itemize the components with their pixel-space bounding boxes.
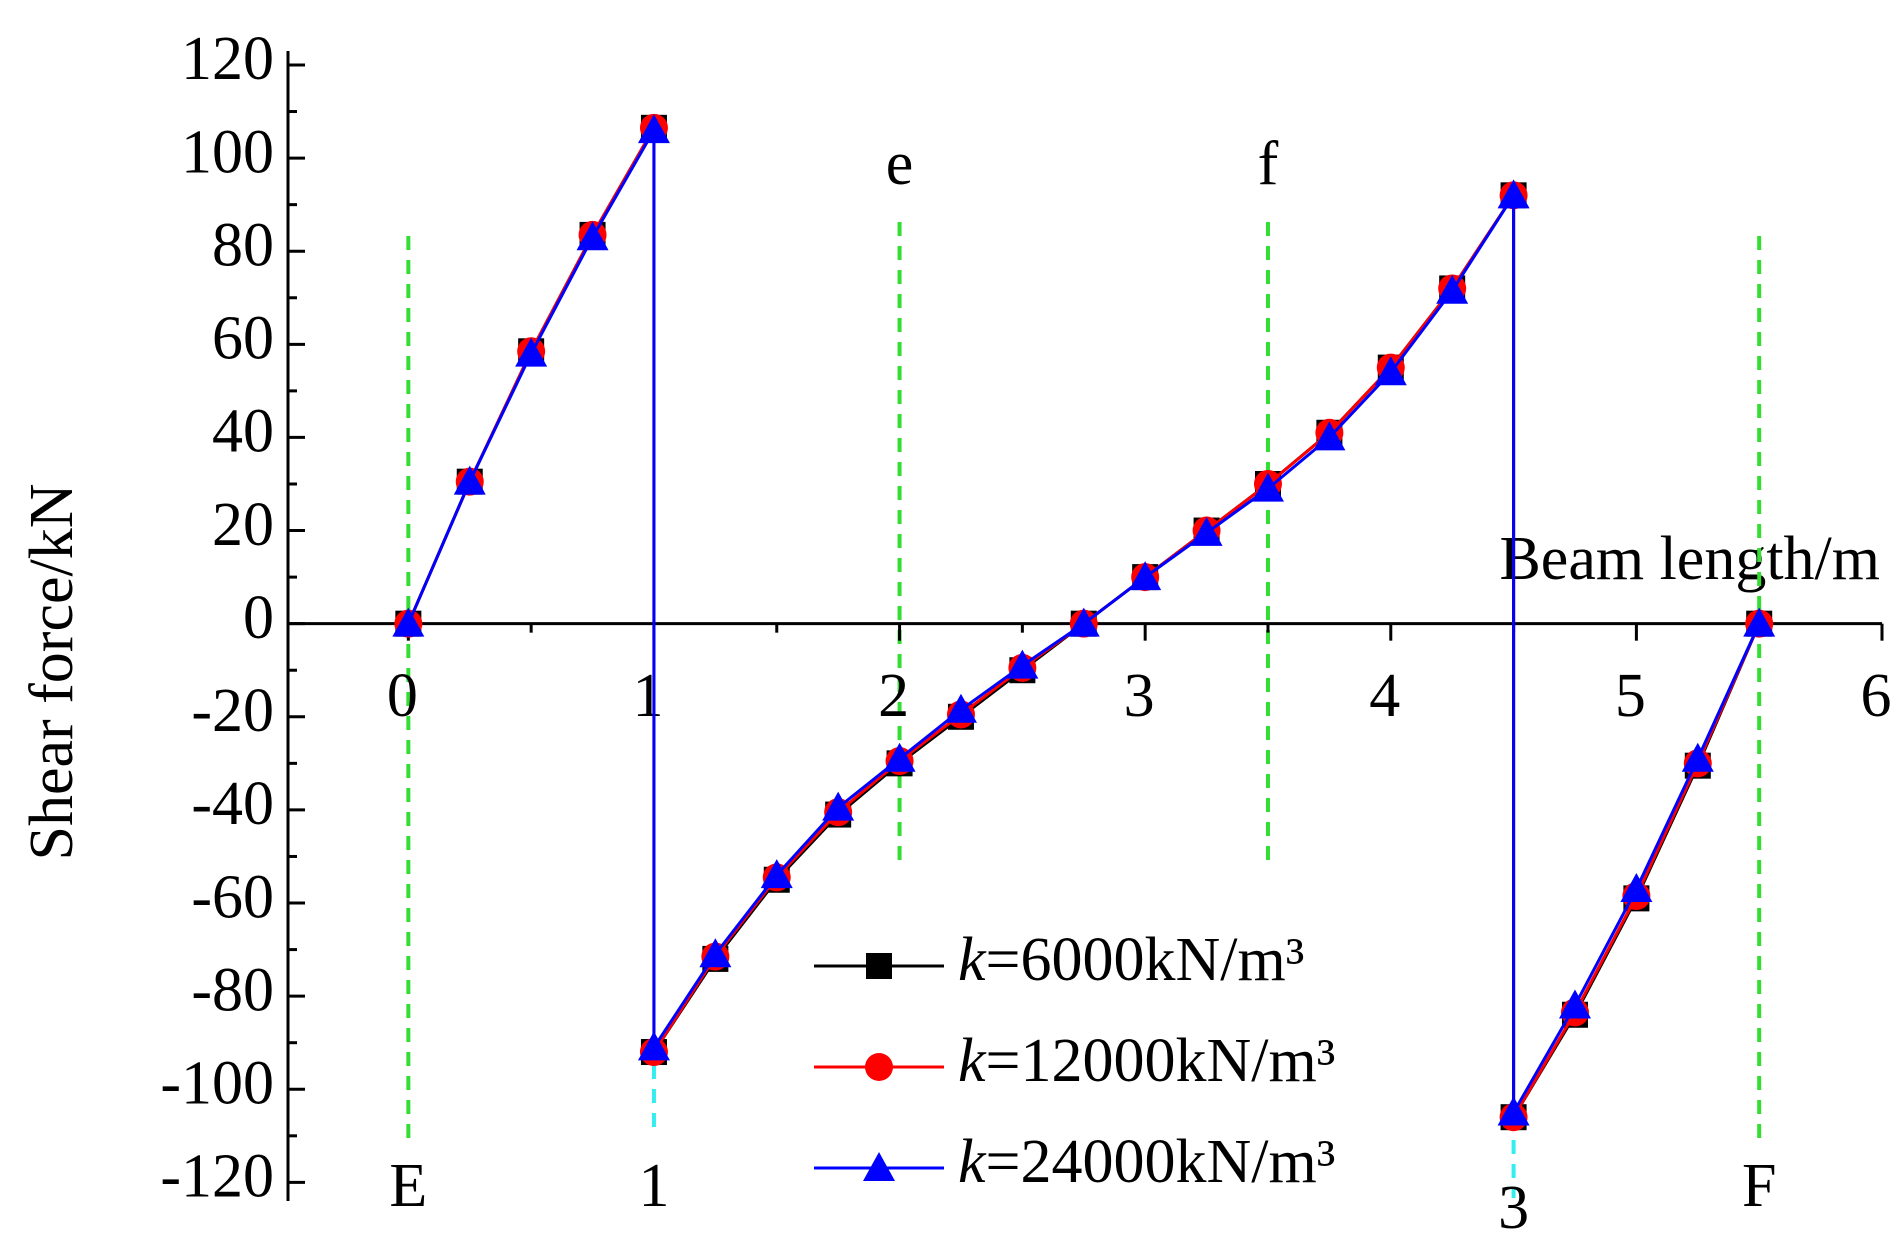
marker: [453, 465, 486, 495]
marker: [944, 693, 977, 723]
legend: k=6000kN/m³ k=12000kN/m³ k=24000kN/m³: [814, 926, 1335, 1196]
x-tick-label: 1: [632, 662, 663, 730]
y-tick-label: 120: [181, 25, 274, 93]
marker: [1190, 516, 1223, 546]
marker: [637, 1031, 670, 1061]
y-tick-label: 100: [181, 118, 274, 186]
y-tick-label: -20: [191, 677, 274, 745]
marker: [1006, 649, 1039, 679]
marker: [822, 791, 855, 821]
marker: [1251, 472, 1284, 502]
marker: [1620, 873, 1653, 903]
y-axis-label: Shear force/kN: [18, 484, 86, 861]
y-tick-label: 40: [212, 398, 274, 466]
y-tick-label: -60: [191, 863, 274, 931]
annotation-label: 1: [638, 1152, 669, 1220]
marker: [637, 114, 670, 144]
annotation-label: f: [1258, 130, 1279, 198]
x-tick-label: 3: [1124, 662, 1155, 730]
marker: [1497, 179, 1530, 209]
marker: [1313, 421, 1346, 451]
marker: [1129, 561, 1162, 591]
y-tick-label: -80: [191, 956, 274, 1024]
y-tick-label: -40: [191, 770, 274, 838]
annotation-label: 3: [1498, 1174, 1529, 1242]
x-tick-label: 5: [1615, 662, 1646, 730]
marker: [1436, 274, 1469, 304]
marker: [1067, 607, 1100, 637]
marker: [1743, 607, 1776, 637]
y-tick-label: -120: [160, 1143, 274, 1211]
marker: [1558, 989, 1591, 1019]
x-tick-label: 4: [1369, 662, 1400, 730]
marker: [1374, 356, 1407, 386]
x-axis-label: Beam length/m: [1499, 525, 1880, 593]
y-tick-label: -100: [160, 1049, 274, 1117]
annotation-label: E: [389, 1152, 427, 1220]
x-tick-label: 0: [387, 662, 418, 730]
marker: [515, 337, 548, 367]
annotation-label: e: [886, 130, 914, 198]
y-tick-label: 80: [212, 211, 274, 279]
marker: [392, 607, 425, 637]
annotation-label: F: [1742, 1152, 1776, 1220]
x-tick-label: 6: [1861, 662, 1892, 730]
marker: [576, 221, 609, 251]
marker: [760, 859, 793, 889]
legend-marker: [865, 1053, 893, 1081]
marker: [1497, 1096, 1530, 1126]
legend-label: k=24000kN/m³: [958, 1128, 1335, 1196]
legend-label: k=6000kN/m³: [958, 926, 1304, 994]
marker: [699, 938, 732, 968]
legend-label: k=12000kN/m³: [958, 1027, 1335, 1095]
x-tick-label: 2: [878, 662, 909, 730]
y-tick-label: 20: [212, 491, 274, 559]
marker: [883, 742, 916, 772]
legend-marker: [866, 953, 892, 979]
y-tick-label: 0: [243, 584, 274, 652]
y-tick-label: 60: [212, 305, 274, 373]
marker: [1681, 742, 1714, 772]
legend-marker: [863, 1152, 895, 1181]
